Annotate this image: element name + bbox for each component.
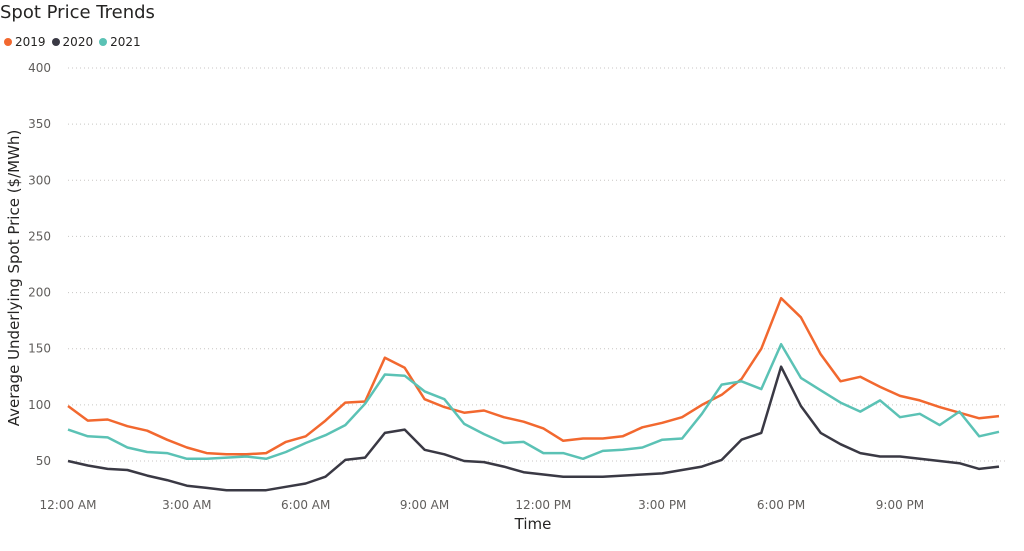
x-tick-label: 9:00 PM: [876, 498, 924, 512]
y-axis-title: Average Underlying Spot Price ($/MWh): [5, 130, 23, 427]
y-tick-label: 250: [28, 229, 51, 243]
legend-marker: [4, 38, 12, 46]
series-lines: [67, 296, 1000, 492]
y-tick-label: 100: [28, 398, 51, 412]
series-line-2019: [67, 296, 1000, 456]
y-tick-label: 300: [28, 173, 51, 187]
x-axis-title: Time: [514, 515, 552, 533]
legend: 2019 2020 2021: [4, 35, 147, 49]
x-tick-label: 3:00 AM: [162, 498, 211, 512]
y-tick-label: 150: [28, 342, 51, 356]
legend-item-2020[interactable]: 2020: [51, 35, 94, 49]
y-axis-ticks: 50 100 150 200 250 300 350 400: [28, 61, 51, 468]
x-axis-ticks: 12:00 AM 3:00 AM 6:00 AM 9:00 AM 12:00 PM 3:0…: [40, 498, 925, 512]
y-tick-label: 400: [28, 61, 51, 75]
legend-item-2019[interactable]: 2019: [4, 35, 46, 49]
y-tick-label: 200: [28, 286, 51, 300]
legend-label: 2019: [15, 35, 46, 49]
legend-item-2021[interactable]: 2021: [99, 35, 141, 49]
gridlines: [68, 67, 1005, 462]
series-line-2020: [67, 365, 1000, 492]
x-tick-label: 9:00 AM: [400, 498, 449, 512]
x-tick-label: 3:00 PM: [638, 498, 686, 512]
legend-marker: [51, 38, 60, 46]
x-tick-label: 6:00 AM: [281, 498, 330, 512]
x-tick-label: 12:00 AM: [40, 498, 97, 512]
series-line-2021: [67, 342, 1000, 461]
legend-marker: [99, 38, 108, 46]
chart-title: Spot Price Trends: [0, 2, 155, 23]
y-tick-label: 50: [36, 454, 51, 468]
x-tick-label: 6:00 PM: [757, 498, 805, 512]
legend-label: 2020: [62, 35, 94, 49]
x-tick-label: 12:00 PM: [515, 498, 571, 512]
y-tick-label: 350: [28, 117, 51, 131]
legend-label: 2021: [110, 35, 141, 49]
